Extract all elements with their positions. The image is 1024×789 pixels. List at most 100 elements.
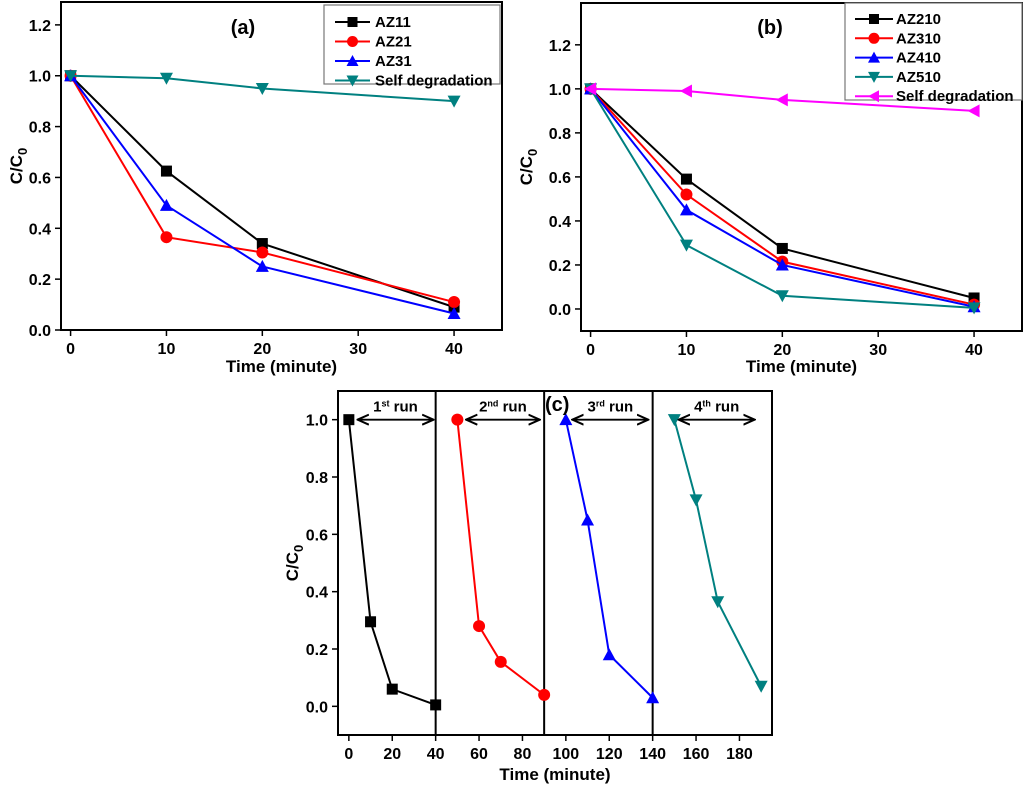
run-label-text: run bbox=[605, 399, 633, 416]
y-tick-label: 1.2 bbox=[549, 38, 571, 55]
series-line bbox=[69, 75, 455, 303]
run-label-superscript: th bbox=[702, 399, 711, 409]
data-point bbox=[255, 259, 269, 272]
y-axis-label-subscript: 0 bbox=[15, 148, 30, 155]
y-tick-label: 1.0 bbox=[549, 82, 571, 99]
legend-item: AZ21 bbox=[335, 34, 412, 51]
series-az31 bbox=[64, 69, 461, 319]
x-tick-label: 100 bbox=[552, 746, 579, 763]
x-tick-label: 80 bbox=[514, 746, 532, 763]
series-line bbox=[589, 88, 975, 306]
legend-item: AZ310 bbox=[855, 30, 941, 47]
panel-a: 0 10 20 30 40 0.0 0.2 0.4 0.6 0.8 1.0 1.2 Time (minu… bbox=[7, 1, 503, 376]
legend-item: Self degradation bbox=[335, 73, 493, 90]
x-tick-label: 120 bbox=[596, 746, 623, 763]
plot-frame bbox=[580, 2, 1023, 332]
y-tick-label: 0.4 bbox=[306, 585, 328, 602]
run-label: 3rd run bbox=[587, 399, 633, 416]
data-point bbox=[559, 413, 573, 426]
legend-label: Self degradation bbox=[375, 73, 493, 90]
y-axis-label: C/C0 bbox=[7, 148, 30, 185]
y-axis-label: C/C0 bbox=[517, 149, 540, 186]
series-self-degradation bbox=[584, 82, 980, 118]
series-2nd-run: 2nd run bbox=[451, 399, 551, 701]
series-line bbox=[673, 419, 763, 687]
series-line bbox=[70, 74, 455, 103]
panel-title: (a) bbox=[231, 17, 255, 39]
series-line bbox=[69, 75, 455, 309]
data-point bbox=[538, 688, 551, 701]
run-label-text: run bbox=[390, 399, 418, 416]
y-axis-label-subscript: 0 bbox=[525, 149, 540, 156]
run-label: 2nd run bbox=[479, 399, 527, 416]
legend-marker bbox=[346, 75, 359, 87]
y-axis-label: C/C0 bbox=[283, 545, 306, 582]
data-point bbox=[473, 620, 486, 633]
data-point bbox=[343, 414, 355, 426]
x-tick-label: 0 bbox=[66, 341, 75, 358]
y-axis-label-subscript: 0 bbox=[291, 545, 306, 552]
series-az11 bbox=[65, 70, 460, 313]
data-point bbox=[159, 198, 173, 211]
x-tick-label: 60 bbox=[470, 746, 488, 763]
x-axis-label: Time (minute) bbox=[746, 357, 857, 376]
plot-frame bbox=[60, 1, 503, 331]
y-tick-label: 0.0 bbox=[29, 323, 51, 340]
x-tick-label: 0 bbox=[586, 342, 595, 359]
series-line bbox=[590, 87, 975, 112]
data-point bbox=[64, 70, 78, 83]
legend: AZ11 AZ21 AZ31 Self degradation bbox=[323, 4, 501, 90]
legend-label: AZ310 bbox=[896, 30, 941, 47]
data-point bbox=[602, 648, 616, 661]
legend-marker bbox=[868, 71, 880, 83]
data-point bbox=[775, 290, 789, 303]
series-4th-run: 4th run bbox=[667, 399, 768, 693]
legend-label: Self degradation bbox=[896, 88, 1014, 105]
run-label-superscript: st bbox=[381, 399, 389, 409]
series-line bbox=[564, 419, 654, 699]
run-label-text: run bbox=[498, 399, 526, 416]
y-tick-label: 0.0 bbox=[306, 699, 328, 716]
data-point bbox=[689, 494, 703, 507]
y-tick-label: 0.2 bbox=[549, 258, 571, 275]
legend-label: AZ410 bbox=[896, 50, 941, 67]
x-tick-label: 30 bbox=[349, 341, 367, 358]
run-label: 4th run bbox=[694, 399, 739, 416]
series-line bbox=[589, 88, 975, 308]
data-point bbox=[160, 165, 172, 177]
x-tick-label: 40 bbox=[427, 746, 445, 763]
panel-title: (b) bbox=[757, 17, 783, 39]
legend-item: AZ410 bbox=[855, 50, 941, 67]
x-tick-label: 40 bbox=[965, 342, 983, 359]
legend-marker bbox=[868, 32, 880, 44]
data-point bbox=[451, 413, 464, 426]
legend-label: AZ11 bbox=[375, 14, 411, 31]
data-point bbox=[776, 242, 788, 254]
x-tick-label: 20 bbox=[383, 746, 401, 763]
legend: AZ210 AZ310 AZ410 AZ510 Self degradation bbox=[844, 2, 1023, 105]
series-self-degradation bbox=[64, 70, 461, 108]
data-point bbox=[679, 239, 693, 252]
x-tick-label: 10 bbox=[678, 342, 696, 359]
series-line bbox=[456, 419, 545, 696]
y-tick-label: 0.8 bbox=[549, 126, 571, 143]
y-tick-label: 0.8 bbox=[306, 470, 328, 487]
x-tick-label: 30 bbox=[869, 342, 887, 359]
x-tick-label: 180 bbox=[726, 746, 753, 763]
y-tick-label: 0.6 bbox=[306, 527, 328, 544]
y-tick-label: 1.2 bbox=[29, 18, 51, 35]
y-tick-label: 0.0 bbox=[549, 302, 571, 319]
x-tick-label: 20 bbox=[773, 342, 791, 359]
panel-c: 0 20 40 60 80 100 120 140 160 180 0.0 0.2 0.4 0.6 0.8 1… bbox=[283, 390, 773, 784]
y-tick-label: 0.6 bbox=[549, 170, 571, 187]
legend-item: Self degradation bbox=[855, 88, 1014, 105]
series-az510 bbox=[584, 83, 981, 315]
y-tick-label: 0.8 bbox=[29, 120, 51, 137]
series-1st-run: 1st run bbox=[343, 399, 442, 711]
y-tick-label: 0.4 bbox=[29, 221, 51, 238]
series-az210 bbox=[585, 83, 980, 304]
series-line bbox=[589, 88, 975, 299]
y-tick-label: 0.4 bbox=[549, 214, 571, 231]
x-axis-label: Time (minute) bbox=[226, 357, 337, 376]
